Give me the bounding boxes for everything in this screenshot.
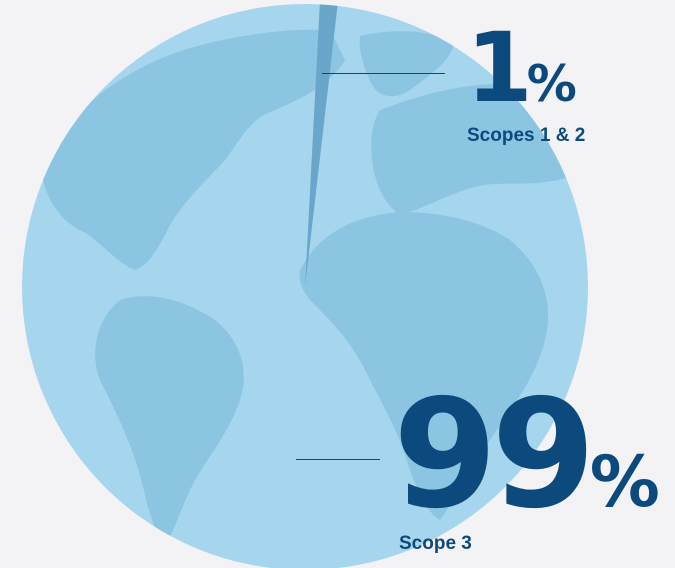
slice-2-leader-line: [296, 459, 380, 460]
slice-2-percent-sign: %: [589, 441, 660, 523]
slice-1-leader-line: [322, 73, 445, 74]
pie-slices: [305, 4, 338, 287]
slice-1-percent-sign: %: [526, 55, 577, 113]
slice-1-value: 1: [466, 12, 533, 124]
pie-slice-1: [305, 4, 338, 287]
slice-1-value-label: 1%: [466, 20, 577, 116]
slice-2-value: 99: [393, 368, 596, 542]
slice-2-value-label: 99%: [393, 380, 660, 530]
slice-1-category-label: Scopes 1 & 2: [467, 125, 586, 146]
slice-2-category-label: Scope 3: [399, 533, 472, 554]
